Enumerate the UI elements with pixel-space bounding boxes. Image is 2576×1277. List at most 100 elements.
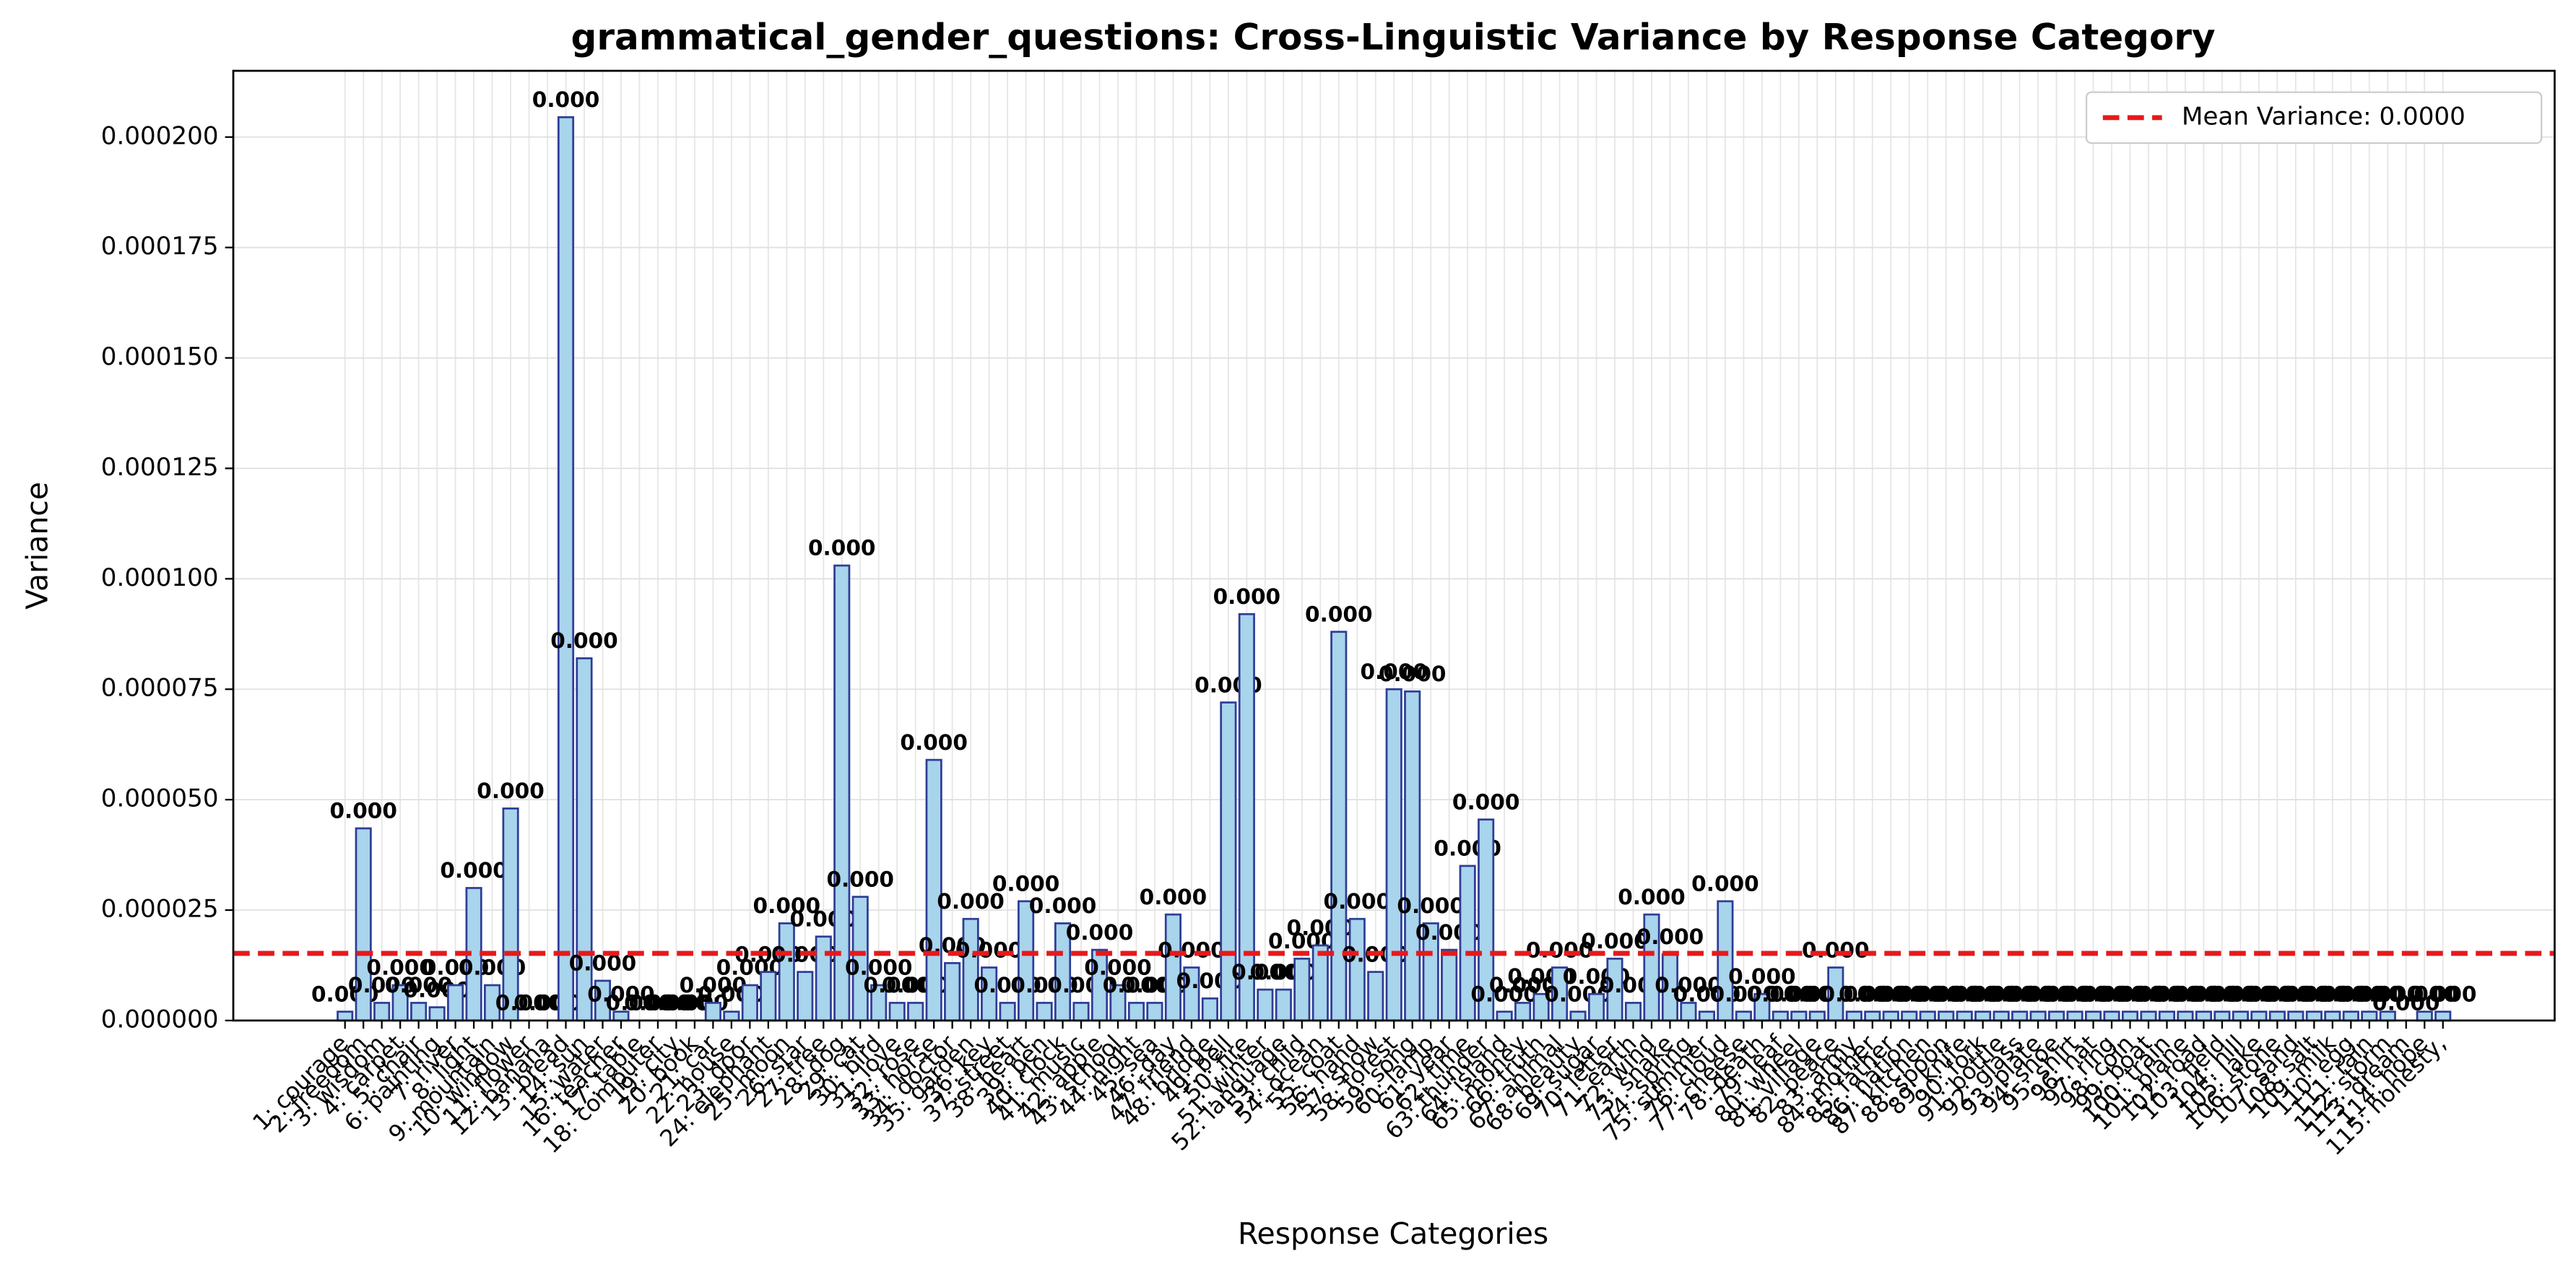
bar: [1587, 992, 1605, 1022]
legend-label: Mean Variance: 0.0000: [2182, 102, 2466, 131]
value-label: 0.000: [624, 991, 692, 1016]
value-label: 0.000: [1158, 938, 1226, 962]
bar: [1901, 1010, 1918, 1022]
value-label: 0.000: [2078, 982, 2146, 1006]
bar: [2048, 1010, 2065, 1022]
bar: [1146, 1002, 1163, 1022]
legend-box: [2085, 91, 2543, 144]
bar: [944, 962, 961, 1022]
bar: [1919, 1010, 1936, 1022]
bar: [1311, 944, 1329, 1022]
bar: [1201, 997, 1218, 1022]
bar: [557, 116, 575, 1022]
value-label: 0.000: [385, 973, 453, 997]
bar: [815, 935, 832, 1022]
bar: [428, 1006, 446, 1022]
chart-title: grammatical_gender_questions: Cross-Ling…: [571, 16, 2216, 58]
bar: [2195, 1010, 2213, 1022]
value-label: 0.000: [1875, 982, 1943, 1006]
bar: [1864, 1010, 1881, 1022]
value-label: 0.000: [1324, 889, 1392, 914]
value-label: 0.000: [550, 628, 618, 653]
value-label: 0.000: [955, 938, 1023, 962]
bar: [1164, 913, 1181, 1022]
x-axis-label: Response Categories: [1238, 1216, 1548, 1251]
value-label: 0.000: [2096, 982, 2164, 1006]
value-label: 0.000: [2151, 982, 2219, 1006]
bar: [1348, 917, 1366, 1022]
value-label: 0.000: [2390, 982, 2458, 1006]
bar: [2213, 1010, 2231, 1022]
bar: [2066, 1010, 2083, 1022]
bar: [2324, 1010, 2341, 1022]
bar: [2287, 1010, 2304, 1022]
value-label: 0.000: [2281, 982, 2349, 1006]
bar: [1735, 1010, 1752, 1022]
y-tick-label: 0.000075: [101, 674, 219, 703]
bar: [1036, 1002, 1053, 1022]
value-label: 0.000: [1821, 982, 1888, 1006]
y-tick-label: 0.000100: [101, 563, 219, 592]
value-label: 0.000: [1526, 938, 1594, 962]
bar: [2011, 1010, 2029, 1022]
bar: [999, 1002, 1016, 1022]
value-label: 0.000: [2409, 982, 2477, 1006]
bar: [962, 917, 979, 1022]
bar: [778, 922, 795, 1022]
bar: [1404, 690, 1421, 1022]
bar: [1569, 1010, 1587, 1022]
bar: [502, 807, 519, 1022]
bar: [2140, 1010, 2157, 1022]
bar: [2121, 1010, 2139, 1022]
bar: [2305, 1010, 2323, 1022]
value-label: 0.000: [2262, 982, 2330, 1006]
value-label: 0.000: [1802, 938, 1870, 962]
value-label: 0.000: [680, 973, 747, 997]
value-label: 0.000: [2023, 982, 2091, 1006]
bar: [1275, 988, 1292, 1022]
y-tick-label: 0.000125: [101, 453, 219, 482]
value-label: 0.000: [532, 87, 600, 112]
bar: [1624, 1002, 1642, 1022]
value-label: 0.000: [495, 991, 563, 1016]
bar: [1367, 971, 1384, 1022]
bar: [1514, 1002, 1532, 1022]
value-label: 0.000: [808, 536, 876, 560]
bar: [1938, 1010, 1955, 1022]
value-label: 0.000: [1213, 584, 1281, 609]
value-label: 0.000: [587, 982, 655, 1006]
bar: [2029, 1010, 2047, 1022]
value-label: 0.000: [1066, 920, 1134, 945]
value-label: 0.000: [2317, 982, 2385, 1006]
value-label: 0.000: [863, 973, 931, 997]
value-label: 0.000: [1140, 885, 1207, 909]
value-label: 0.000: [2225, 982, 2293, 1006]
value-label: 0.000: [2207, 982, 2275, 1006]
value-label: 0.000: [1912, 982, 1980, 1006]
y-tick-label: 0.000000: [101, 1005, 219, 1034]
y-tick-label: 0.000025: [101, 895, 219, 924]
value-label: 0.000: [1452, 789, 1520, 814]
value-label: 0.000: [1029, 893, 1097, 918]
y-tick-label: 0.000200: [101, 121, 219, 150]
bar: [2158, 1010, 2176, 1022]
value-label: 0.000: [366, 956, 434, 980]
value-label: 0.000: [2354, 982, 2422, 1006]
value-label: 0.000: [2299, 982, 2367, 1006]
value-label: 0.000: [1691, 872, 1759, 896]
y-tick-label: 0.000175: [101, 232, 219, 261]
bar: [1441, 948, 1458, 1022]
bar: [1496, 1010, 1513, 1022]
bar: [1698, 1010, 1715, 1022]
value-label: 0.000: [2133, 982, 2201, 1006]
bar: [741, 984, 758, 1022]
value-label: 0.000: [992, 872, 1060, 896]
value-label: 0.000: [1986, 982, 2054, 1006]
bar: [410, 1002, 428, 1022]
value-label: 0.000: [606, 991, 674, 1016]
bar: [2085, 1010, 2102, 1022]
bar: [447, 984, 464, 1022]
value-label: 0.000: [1397, 893, 1465, 918]
